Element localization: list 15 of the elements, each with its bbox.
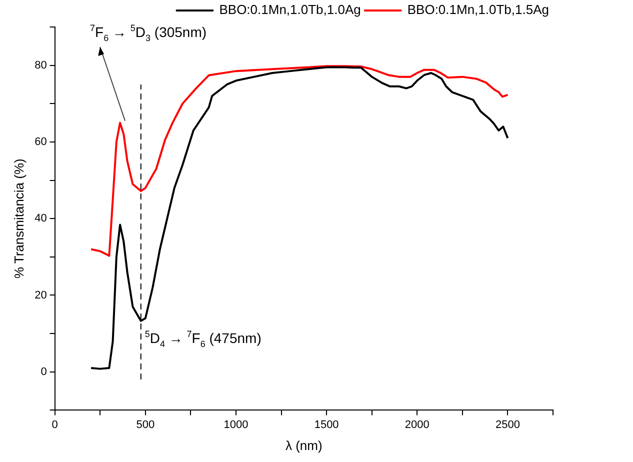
y-tick-label: 0	[40, 366, 47, 378]
legend-label: BBO:0.1Mn,1.0Tb,1.5Ag	[407, 2, 550, 18]
x-tick-label: 2000	[404, 418, 430, 431]
y-axis-title: % Transmitancia (%)	[11, 158, 26, 279]
y-tick-label: 20	[34, 289, 47, 302]
y-tick-label: 80	[34, 59, 47, 72]
x-tick-label: 500	[136, 418, 155, 431]
x-tick-label: 1500	[314, 418, 339, 431]
x-axis-title: λ (nm)	[285, 438, 322, 453]
legend-label: BBO:0.1Mn,1.0Tb,1.0Ag	[219, 2, 361, 18]
y-tick-label: 40	[34, 212, 47, 225]
x-tick-label: 2500	[495, 418, 520, 431]
x-tick-label: 1000	[224, 418, 248, 431]
y-tick-label: 60	[34, 136, 47, 148]
x-tick-label: 0	[52, 418, 58, 431]
